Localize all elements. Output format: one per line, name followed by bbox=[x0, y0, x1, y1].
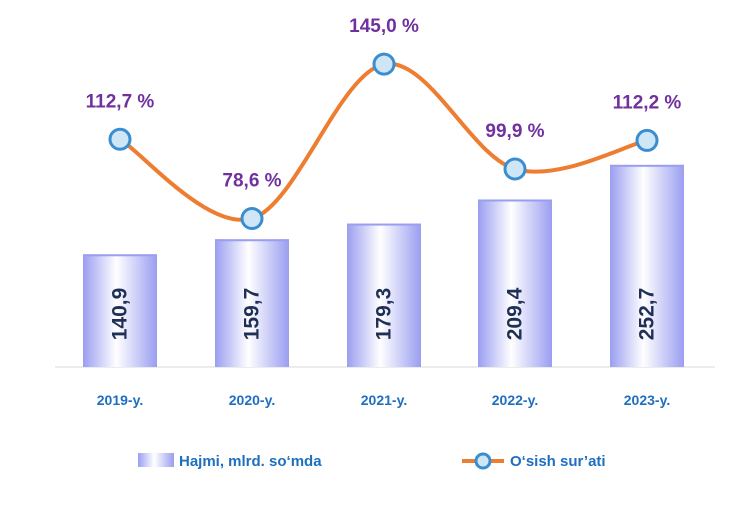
bar-top-edge bbox=[610, 164, 684, 167]
bar-value-label: 252,7 bbox=[636, 288, 659, 341]
bar-2022-y. bbox=[478, 199, 552, 367]
bar-top-edge bbox=[478, 199, 552, 202]
growth-value-label: 145,0 % bbox=[349, 16, 419, 37]
pct-labels-layer: 112,7 % 78,6 % 145,0 % 99,9 % 112,2 % bbox=[86, 16, 682, 191]
markers-layer bbox=[108, 52, 659, 231]
line-marker bbox=[108, 127, 132, 151]
growth-line bbox=[118, 61, 649, 222]
bar-2020-y. bbox=[215, 239, 289, 367]
category-label: 2019-y. bbox=[97, 392, 143, 408]
legend-bar-label: Hajmi, mlrd. so‘mda bbox=[179, 453, 322, 470]
category-label: 2021-y. bbox=[361, 392, 407, 408]
legend-bar-swatch bbox=[138, 453, 174, 467]
bar-value-label: 159,7 bbox=[241, 288, 264, 341]
growth-value-label: 112,2 % bbox=[613, 92, 682, 113]
line-marker bbox=[372, 52, 396, 76]
category-labels-layer: 2019-y. 2020-y. 2021-y. 2022-y. 2023-y. bbox=[97, 392, 670, 408]
bar-2021-y. bbox=[347, 223, 421, 367]
bar-value-label: 179,3 bbox=[373, 288, 396, 341]
bar-top-edge bbox=[347, 223, 421, 226]
bar-value-label: 209,4 bbox=[504, 287, 527, 340]
legend-line-label: O‘sish sur’ati bbox=[510, 453, 606, 470]
category-label: 2023-y. bbox=[624, 392, 670, 408]
bar-top-edge bbox=[215, 239, 289, 242]
legend: Hajmi, mlrd. so‘mda O‘sish sur’ati bbox=[138, 452, 606, 470]
line-marker bbox=[240, 207, 264, 231]
bar-top-edge bbox=[83, 254, 157, 257]
growth-value-label: 112,7 % bbox=[86, 91, 155, 112]
bar-2019-y. bbox=[83, 254, 157, 367]
category-label: 2022-y. bbox=[492, 392, 538, 408]
bars-layer bbox=[83, 164, 684, 367]
category-label: 2020-y. bbox=[229, 392, 275, 408]
growth-value-label: 78,6 % bbox=[222, 171, 281, 192]
growth-value-label: 99,9 % bbox=[485, 121, 544, 142]
legend-line-marker bbox=[474, 452, 492, 470]
bar-labels-layer: 140,9 159,7 179,3 209,4 252,7 bbox=[109, 287, 659, 340]
bar-value-label: 140,9 bbox=[109, 288, 132, 341]
line-marker bbox=[635, 128, 659, 152]
bar-2023-y. bbox=[610, 164, 684, 367]
line-marker bbox=[503, 157, 527, 181]
